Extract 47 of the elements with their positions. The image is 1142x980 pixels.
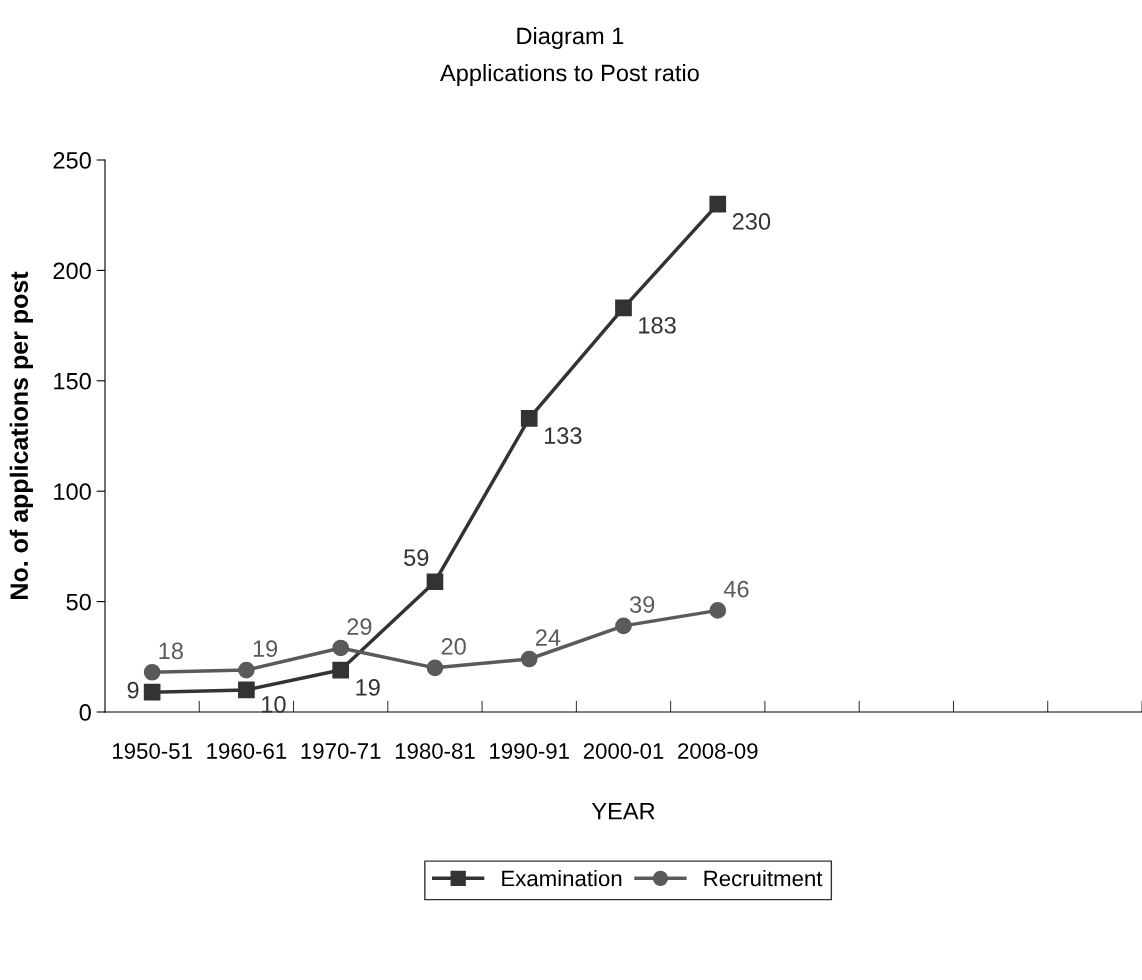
data-label: 19 bbox=[253, 640, 278, 658]
point bbox=[426, 659, 444, 677]
y-tick-label: 150 bbox=[54, 372, 91, 390]
point bbox=[143, 663, 161, 681]
x-tick-label: 1950-51 bbox=[113, 743, 192, 759]
x-tick-label: 1980-81 bbox=[395, 743, 475, 759]
data-label: 20 bbox=[441, 638, 466, 655]
data-label: 183 bbox=[639, 316, 676, 334]
point bbox=[520, 410, 538, 427]
x-tick-label: 1960-61 bbox=[207, 743, 287, 759]
point bbox=[520, 650, 538, 668]
data-label: 24 bbox=[535, 629, 561, 646]
point bbox=[332, 639, 350, 657]
data-label: 59 bbox=[404, 549, 429, 566]
point bbox=[238, 681, 255, 699]
point bbox=[238, 661, 255, 679]
y-tick-label: 100 bbox=[54, 483, 91, 500]
x-axis-title: YEAR bbox=[591, 803, 655, 820]
data-label: 18 bbox=[159, 642, 183, 660]
legend-label: Examination bbox=[502, 870, 622, 887]
x-tick-label: 2008-09 bbox=[678, 743, 758, 759]
data-label: 10 bbox=[262, 696, 286, 713]
y-tick-label: 200 bbox=[53, 262, 91, 280]
point bbox=[615, 299, 632, 317]
x-tick-label: 1970-71 bbox=[301, 743, 381, 759]
point bbox=[426, 573, 444, 591]
y-tick-label: 250 bbox=[53, 152, 91, 169]
data-label: 39 bbox=[629, 596, 655, 613]
y-axis-title: No. of applications per post bbox=[9, 271, 33, 599]
data-label: 19 bbox=[356, 679, 380, 696]
x-tick-label: 2000-01 bbox=[583, 743, 664, 759]
y-tick-label: 0 bbox=[79, 704, 91, 721]
y-tick-label: 50 bbox=[66, 593, 91, 611]
point bbox=[709, 602, 727, 619]
data-label: 133 bbox=[544, 427, 582, 445]
x-tick-label: 1990-91 bbox=[490, 743, 569, 759]
point bbox=[709, 195, 727, 213]
point bbox=[332, 661, 350, 679]
legend-label: Recruitment bbox=[704, 870, 823, 887]
point bbox=[615, 617, 632, 635]
data-label: 29 bbox=[347, 618, 372, 635]
data-label: 230 bbox=[732, 213, 771, 230]
point bbox=[143, 683, 161, 701]
data-label: 46 bbox=[723, 580, 749, 598]
chart-subtitle: Applications to Post ratio bbox=[440, 64, 699, 87]
chart-title: Diagram 1 bbox=[517, 27, 624, 50]
data-label: 9 bbox=[127, 681, 139, 699]
